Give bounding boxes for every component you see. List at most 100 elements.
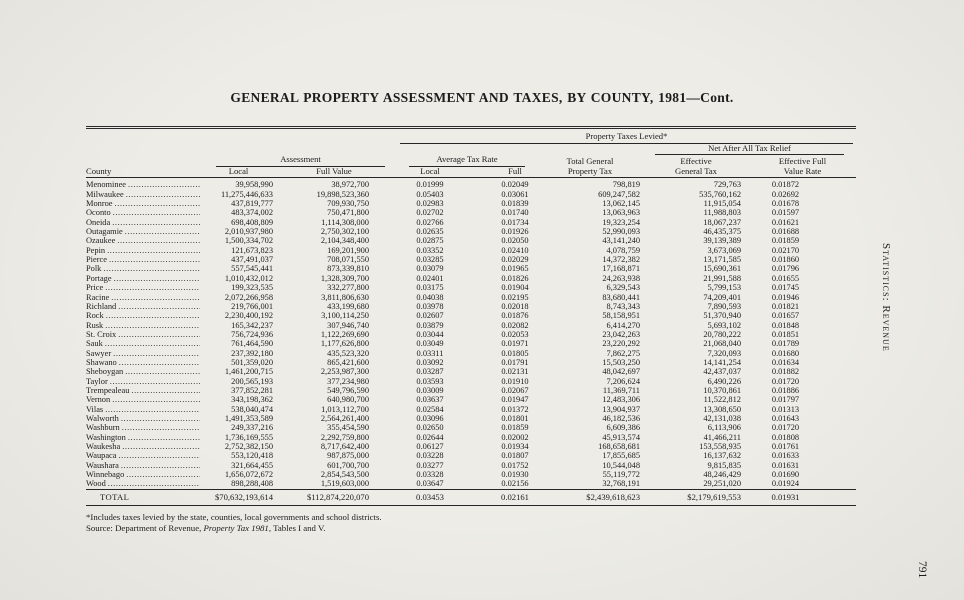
value-cell: 24,263,938 [602, 273, 640, 283]
value-cell: 433,199,680 [327, 301, 369, 311]
county-name: Shawano [86, 357, 117, 367]
value-cell: 12,483,306 [602, 395, 640, 405]
county-cell: Menominee [86, 178, 204, 189]
value-cell: 17,168,871 [602, 264, 640, 274]
value-cell: 2,010,937,980 [224, 227, 273, 237]
table-row: Sauk 761,464,590 1,177,626,800 0.03049 0… [86, 339, 856, 348]
value-cell: 538,040,474 [231, 404, 273, 414]
value-cell: 501,359,020 [231, 357, 273, 367]
value-cell: 237,392,180 [231, 348, 273, 358]
value-cell: 1,114,308,000 [321, 217, 369, 227]
value-cell: 2,104,348,400 [320, 236, 369, 246]
value-cell: 0.03009 [416, 385, 444, 395]
table-row: Walworth 1,491,353,589 2,564,261,400 0.0… [86, 414, 856, 423]
value-cell: 0.06127 [416, 442, 444, 451]
table-row: Ozaukee 1,500,334,702 2,104,348,400 0.02… [86, 236, 856, 245]
value-cell: 0.01826 [501, 273, 529, 283]
value-cell: 10,370,861 [703, 385, 741, 395]
value-cell: 0.01597 [771, 208, 800, 218]
county-cell: Price [86, 283, 204, 292]
value-cell: 10,544,048 [602, 460, 640, 470]
header-total-general-property-tax: Total General Property Tax [537, 155, 643, 179]
value-cell: 0.02584 [416, 404, 444, 414]
dot-leader [105, 339, 200, 348]
value-cell: 13,308,650 [703, 404, 741, 414]
value-cell: 377,852,281 [231, 385, 273, 395]
county-name: Sauk [86, 339, 103, 349]
value-cell: 0.03044 [416, 329, 444, 339]
value-cell: 0.03285 [416, 255, 444, 265]
county-cell: Oconto [86, 208, 204, 217]
county-cell: Ozaukee [86, 236, 204, 245]
county-cell: Polk [86, 264, 204, 273]
dot-leader [109, 255, 200, 264]
header-assessment-label: Assessment [216, 155, 385, 167]
value-cell: 798,819 [612, 180, 640, 190]
value-cell: 435,523,320 [327, 348, 369, 358]
value-cell: 0.03978 [416, 301, 444, 311]
table-row: Pierce 437,491,037 708,071,550 0.03285 0… [86, 255, 856, 264]
county-cell: Sawyer [86, 349, 204, 358]
value-cell: 8,743,343 [606, 301, 641, 311]
value-cell: 165,342,237 [231, 320, 273, 330]
header-spacer [86, 144, 643, 156]
value-cell: 865,421,600 [327, 357, 369, 367]
value-cell: 0.01740 [501, 208, 529, 218]
value-cell: 52,990,093 [602, 227, 640, 237]
header-assessment-local: Local [204, 166, 299, 179]
value-cell: 0.01946 [771, 292, 800, 302]
value-cell: 2,564,261,400 [320, 413, 369, 423]
value-cell: 0.03311 [416, 348, 444, 358]
county-name: Racine [86, 292, 110, 302]
source-publication-title: Property Tax 1981 [203, 523, 269, 534]
value-cell: 0.02156 [501, 479, 529, 489]
dot-leader [128, 433, 200, 442]
value-cell: 0.02082 [501, 320, 529, 330]
value-cell: 13,063,963 [602, 208, 640, 218]
value-cell: 2,292,759,800 [320, 432, 369, 442]
county-name: Washburn [86, 423, 120, 433]
assessment-table: Property Taxes Levied* Net After All Tax… [86, 126, 856, 506]
dot-leader [107, 246, 200, 255]
value-cell: 0.01876 [501, 311, 529, 321]
value-cell: 0.01313 [771, 404, 800, 414]
value-cell: 0.01797 [771, 395, 800, 405]
value-cell: 0.03593 [416, 376, 444, 386]
table-row: Oneida 698,408,809 1,114,308,000 0.02766… [86, 218, 856, 227]
value-cell: 0.02131 [501, 367, 529, 377]
county-name: Pierce [86, 255, 107, 265]
footnotes: *Includes taxes levied by the state, cou… [86, 512, 964, 535]
county-cell: Rusk [86, 321, 204, 330]
county-cell: Trempealeau [86, 386, 204, 395]
county-name: Walworth [86, 413, 119, 423]
dot-leader [122, 423, 200, 432]
county-name: Taylor [86, 376, 108, 386]
dot-leader [106, 311, 200, 320]
table-region: Property Taxes Levied* Net After All Tax… [86, 126, 856, 506]
table-row: Rock 2,230,400,192 3,100,114,250 0.02607… [86, 311, 856, 320]
total-effective-general-tax: $2,179,619,553 [643, 488, 749, 506]
county-name: Menominee [86, 180, 127, 190]
value-cell: 9,815,835 [707, 460, 742, 470]
value-cell: 11,522,812 [703, 395, 741, 405]
value-cell: 377,234,980 [327, 376, 369, 386]
dot-leader [125, 367, 200, 376]
value-cell: 0.02002 [501, 432, 529, 442]
value-cell: 0.01720 [771, 376, 800, 386]
value-cell: 0.03096 [416, 413, 444, 423]
value-cell: 553,120,418 [231, 451, 273, 461]
table-row: Wood 898,288,408 1,519,603,000 0.03647 0… [86, 479, 856, 489]
source-suffix: , Tables I and V. [268, 523, 326, 534]
value-cell: 483,374,002 [231, 208, 273, 218]
value-cell: 729,763 [713, 180, 741, 190]
value-cell: 14,141,254 [703, 357, 741, 367]
header-county: County [86, 166, 204, 179]
value-cell: 42,131,038 [703, 413, 741, 423]
county-name: St. Croix [86, 329, 117, 339]
total-local-assessment: $70,632,193,614 [204, 488, 299, 506]
value-cell: 332,277,800 [327, 283, 369, 293]
value-cell: 0.05403 [416, 189, 444, 199]
table-row: Waushara 321,664,455 601,700,700 0.03277… [86, 461, 856, 470]
value-cell: 698,408,809 [231, 217, 273, 227]
